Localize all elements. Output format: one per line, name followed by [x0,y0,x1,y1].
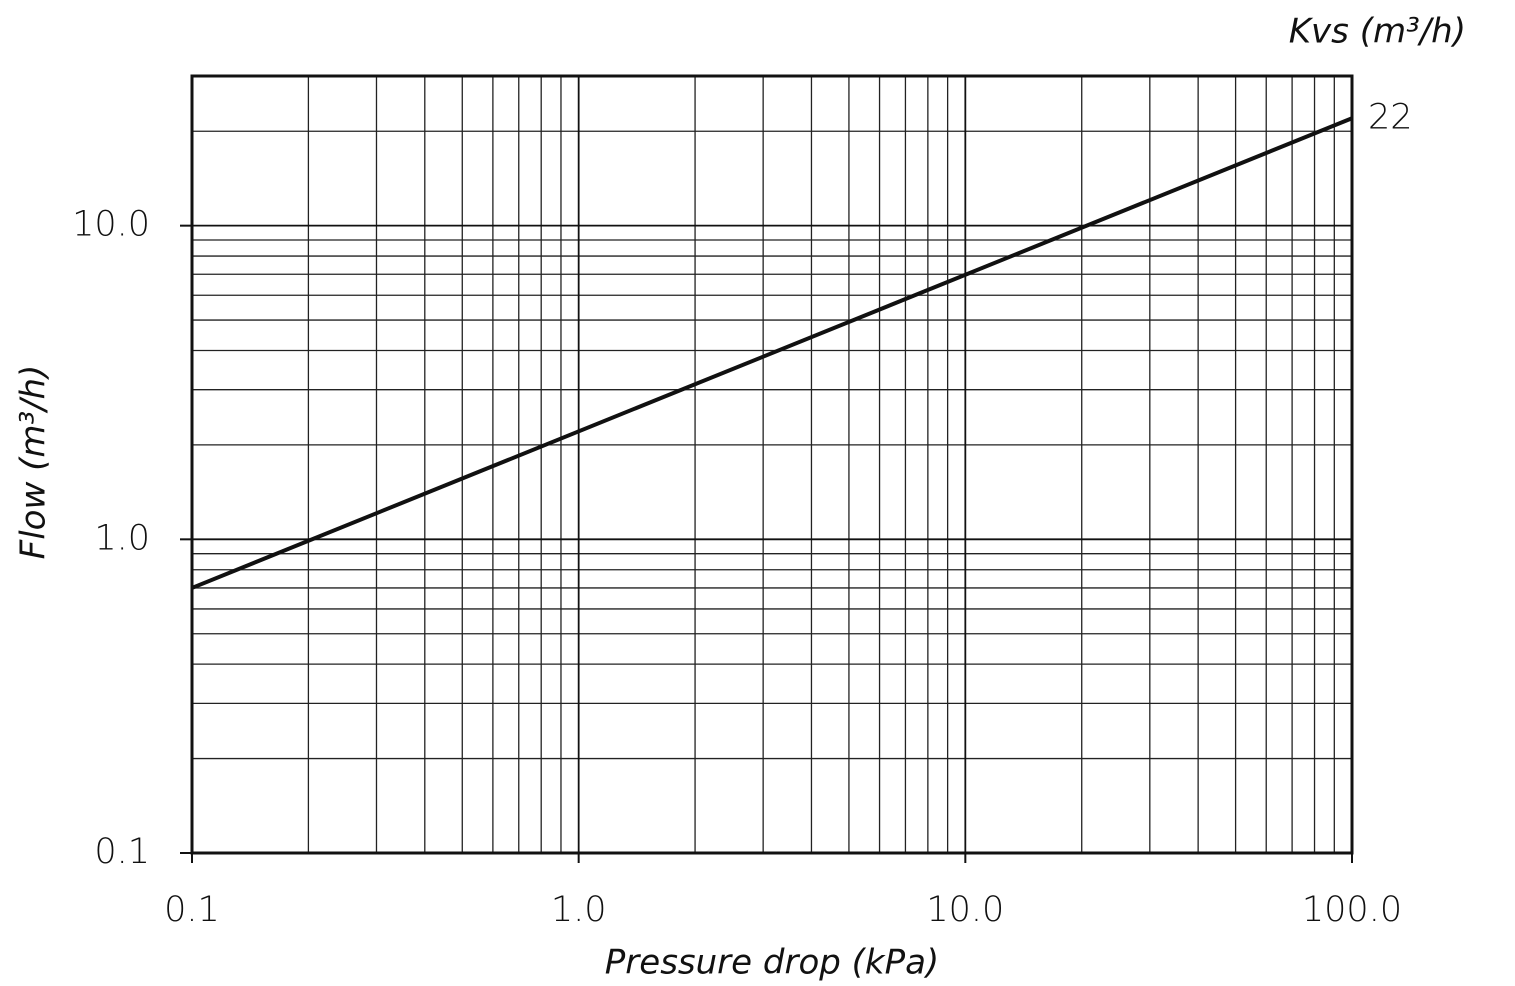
y-tick-label: 1.0 [94,518,150,558]
legend-title: Kvs (m³/h) [1289,12,1466,52]
plot-frame [190,74,1354,855]
x-tick-label: 100.0 [1302,890,1402,930]
y-tick-label: 10.0 [72,205,150,245]
y-axis-label: Flow (m³/h) [14,365,54,560]
x-tick-label: 1.0 [551,890,607,930]
y-tick-label: 0.1 [94,832,150,872]
series-label: 22 [1368,97,1413,137]
x-tick-label: 0.1 [164,890,220,930]
x-axis-label: Pressure drop (kPa) [605,943,939,983]
x-tick-label: 10.0 [926,890,1004,930]
data-line [191,116,1353,590]
